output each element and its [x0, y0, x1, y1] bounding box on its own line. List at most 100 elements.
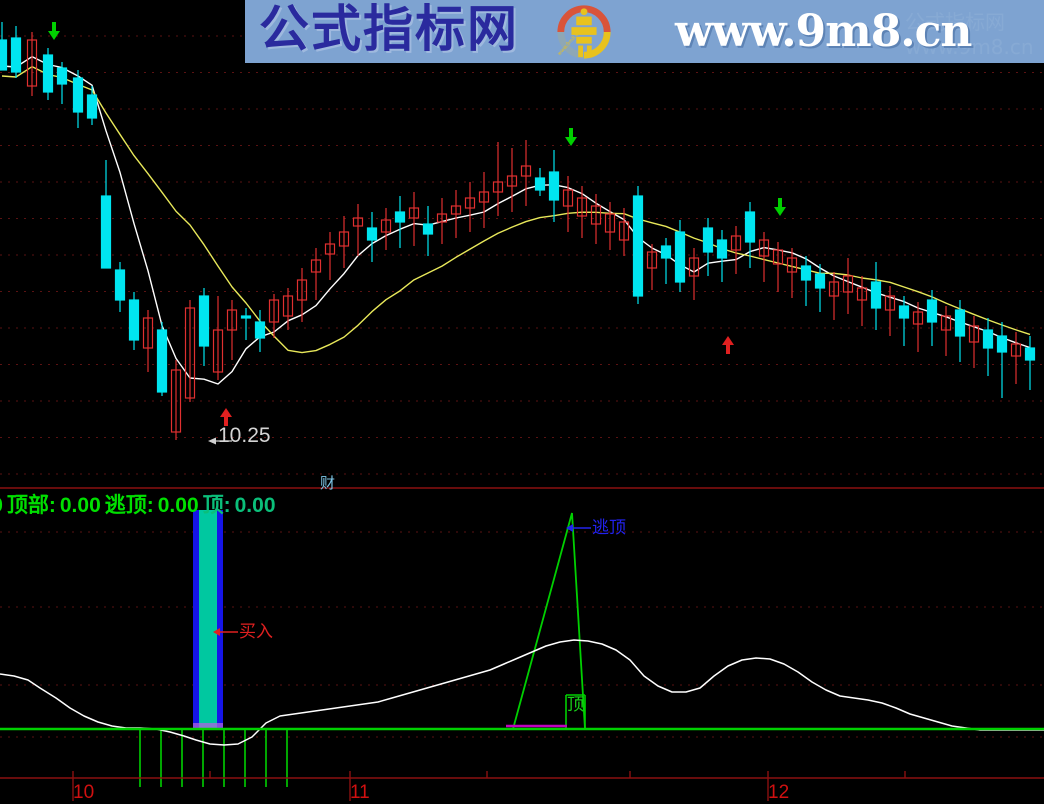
candle: [380, 208, 392, 250]
candle: [534, 168, 546, 196]
candle: [688, 248, 700, 300]
circle-emblem-icon: www.9m8.cn: [557, 5, 611, 59]
indicator-header-value-3: 0.00: [234, 494, 276, 517]
buy-annotation-text: 买入: [239, 622, 273, 641]
candle: [982, 318, 994, 376]
oscillator-indicator-panel[interactable]: [0, 487, 1044, 801]
candle: [26, 32, 38, 96]
indicator-header-label-1: 顶部:: [6, 494, 56, 517]
price-chart-svg: [0, 22, 1044, 475]
indicator-header-value-2: 0.00: [157, 494, 199, 517]
candle: [156, 322, 168, 396]
candle: [506, 148, 518, 212]
candle: [898, 296, 910, 346]
candle: [954, 300, 966, 362]
candle: [100, 160, 112, 269]
banner-ghost-text: 公式指标网 www.9m8.cn: [905, 10, 1034, 59]
candle: [646, 244, 658, 290]
arrow-down-icon: [565, 128, 577, 146]
candle: [296, 268, 308, 322]
candle: [310, 248, 322, 300]
candle: [408, 192, 420, 246]
top-annotation: 顶: [567, 690, 584, 715]
indicator-header-label-2: 逃顶:: [104, 494, 154, 517]
x-axis-label-1: 11: [350, 782, 370, 803]
candle: [1024, 336, 1036, 390]
candle: [562, 176, 574, 232]
candle: [828, 272, 840, 320]
candle: [72, 70, 84, 128]
candle: [856, 276, 868, 326]
candle: [478, 172, 490, 228]
indicator-header-value-0: 0.00: [0, 494, 3, 517]
arrow-up-icon: [220, 408, 232, 426]
banner-url: www.9m8.cn: [675, 6, 972, 57]
candle: [884, 286, 896, 336]
candle: [996, 322, 1008, 398]
candle: [324, 232, 336, 280]
candle: [576, 186, 588, 238]
indicator-header-value-1: 0.00: [59, 494, 101, 517]
candle: [758, 232, 770, 282]
buy-annotation: 买入: [213, 617, 273, 642]
candle: [282, 288, 294, 330]
candle: [268, 294, 280, 338]
candle: [604, 202, 616, 250]
candle: [660, 238, 672, 284]
candle: [0, 22, 8, 71]
candle: [492, 142, 504, 216]
candle: [142, 310, 154, 372]
arrow-left-icon: [566, 524, 591, 532]
candle: [716, 230, 728, 282]
candle: [674, 220, 686, 292]
x-axis-label-2: 12: [768, 782, 790, 803]
arrow-up-icon: [722, 336, 734, 354]
candle: [870, 262, 882, 330]
candle: [226, 300, 238, 360]
candle: [1010, 332, 1022, 384]
candle: [464, 182, 476, 232]
candle: [730, 226, 742, 274]
candle: [926, 290, 938, 346]
escape-top-annotation-text: 逃顶: [592, 518, 626, 537]
indicator-header-label-3: 顶:: [202, 494, 231, 517]
candlestick-price-panel[interactable]: 10.25: [0, 0, 1044, 487]
x-axis-label-0: 10: [73, 782, 95, 803]
candle: [366, 212, 378, 262]
candle: [520, 140, 532, 206]
candle: [548, 150, 560, 222]
candle: [128, 292, 140, 350]
top-annotation-text: 顶: [567, 695, 584, 714]
candle: [618, 208, 630, 256]
candle: [968, 316, 980, 368]
candle: [450, 190, 462, 238]
candle: [436, 198, 448, 244]
candle: [772, 242, 784, 292]
wealth-watermark: 财: [320, 475, 336, 492]
site-banner: 公式指标网 www.9m8.cn 公式指标网 www.9m8.cn www.9m…: [245, 0, 1044, 63]
candle: [56, 62, 68, 104]
arrow-left-icon: [213, 628, 238, 636]
candle: [786, 248, 798, 298]
candle: [10, 26, 22, 78]
candle: [198, 288, 210, 366]
candle: [394, 196, 406, 248]
candle: [212, 296, 224, 380]
candle: [940, 306, 952, 356]
candle: [912, 302, 924, 352]
candle: [184, 300, 196, 402]
price-callout-label: 10.25: [218, 424, 271, 447]
candle: [114, 262, 126, 312]
banner-title: 公式指标网: [259, 0, 519, 58]
candle: [240, 308, 252, 340]
candle: [170, 360, 182, 440]
candle: [814, 264, 826, 312]
candle: [254, 310, 266, 352]
arrow-down-icon: [774, 198, 786, 216]
candle: [842, 258, 854, 314]
arrow-down-icon: [48, 22, 60, 40]
indicator-chart-svg: [0, 487, 1044, 801]
candle: [590, 194, 602, 244]
